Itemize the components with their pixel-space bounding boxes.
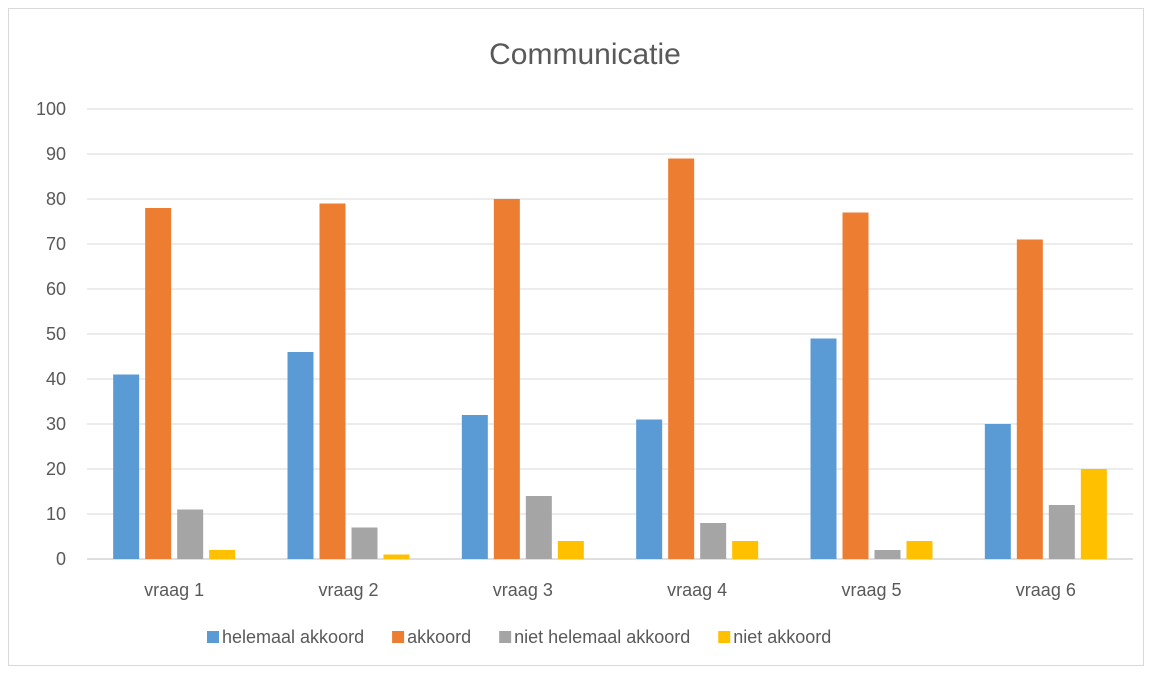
y-tick-label: 20: [46, 459, 66, 479]
y-tick-label: 70: [46, 234, 66, 254]
bar: [874, 550, 901, 559]
x-tick-label: vraag 3: [493, 580, 553, 600]
chart-title: Communicatie: [489, 38, 681, 71]
bar: [842, 212, 869, 559]
bar: [351, 527, 378, 559]
bar: [1048, 505, 1075, 559]
y-tick-label: 50: [46, 324, 66, 344]
bars: [113, 158, 1107, 559]
bar: [525, 496, 552, 559]
y-tick-label: 30: [46, 414, 66, 434]
x-tick-label: vraag 4: [667, 580, 727, 600]
bar: [493, 199, 520, 559]
x-tick-label: vraag 5: [841, 580, 901, 600]
y-tick-label: 100: [36, 99, 66, 119]
legend-swatch: [207, 631, 219, 643]
bar: [113, 374, 140, 559]
x-axis-tick-labels: vraag 1 vraag 2 vraag 3 vraag 4 vraag 5 vraag…: [144, 580, 1076, 600]
y-tick-label: 40: [46, 369, 66, 389]
bar: [810, 338, 837, 559]
legend-swatch: [718, 631, 731, 643]
y-tick-label: 60: [46, 279, 66, 299]
bar: [557, 541, 584, 559]
bar: [319, 203, 346, 559]
y-axis-tick-labels: 0 10 20 30 40 50 60 70 80 90 100: [36, 99, 66, 569]
x-tick-label: vraag 6: [1016, 580, 1076, 600]
gridlines: [87, 108, 1133, 560]
y-tick-label: 90: [46, 144, 66, 164]
x-tick-label: vraag 1: [144, 580, 204, 600]
bar: [383, 554, 410, 559]
x-tick-label: vraag 2: [318, 580, 378, 600]
bar: [209, 550, 236, 559]
bar: [636, 419, 663, 559]
bar: [1016, 239, 1043, 559]
legend-label: niet akkoord: [733, 627, 831, 647]
bar: [287, 352, 314, 559]
bar: [177, 509, 204, 559]
bar: [461, 415, 488, 559]
legend: helemaal akkoord akkoord niet helemaal akk…: [207, 627, 831, 647]
legend-swatch: [499, 631, 512, 643]
bar: [906, 541, 933, 559]
legend-label: helemaal akkoord: [222, 627, 364, 647]
y-tick-label: 80: [46, 189, 66, 209]
bar: [668, 158, 695, 559]
bar: [1080, 469, 1107, 559]
y-tick-label: 10: [46, 504, 66, 524]
bar: [732, 541, 759, 559]
legend-label: niet helemaal akkoord: [514, 627, 690, 647]
legend-label: akkoord: [407, 627, 471, 647]
bar: [700, 523, 727, 559]
legend-swatch: [392, 631, 405, 643]
y-tick-label: 0: [56, 549, 66, 569]
bar: [984, 424, 1011, 559]
bar: [145, 208, 172, 559]
